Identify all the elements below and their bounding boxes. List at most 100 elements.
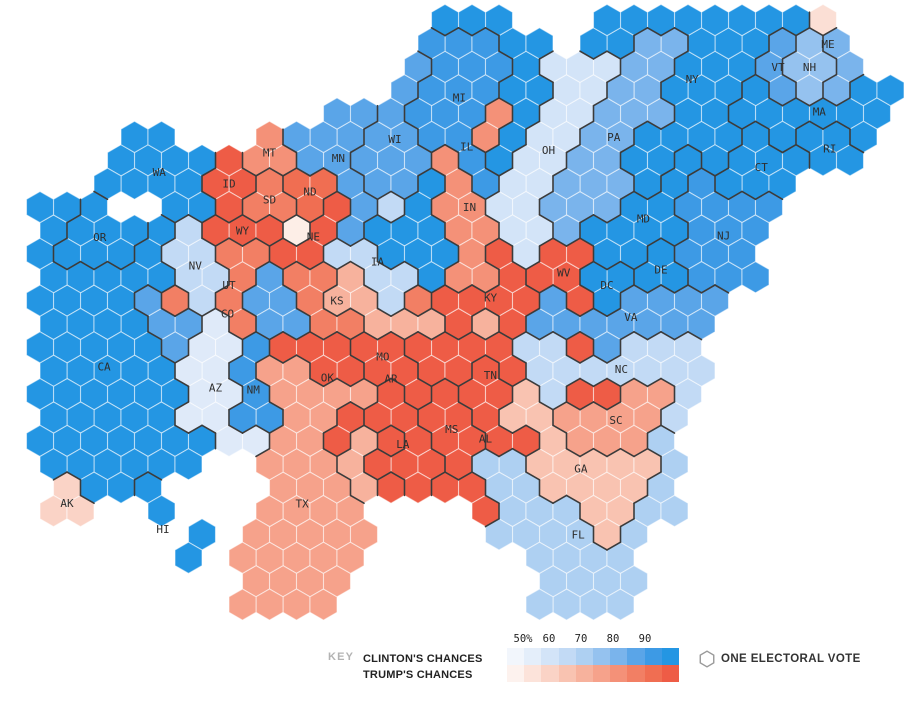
state-border-segment — [147, 471, 163, 481]
state-border-segment — [187, 214, 203, 224]
state-border-segment — [457, 471, 473, 481]
state-AL[interactable] — [430, 354, 541, 528]
state-border-segment — [390, 424, 406, 434]
state-border-segment — [241, 190, 257, 201]
state-border-segment — [579, 237, 595, 247]
state-NY[interactable] — [579, 3, 811, 200]
state-border-segment — [241, 424, 257, 434]
state-border-segment — [484, 447, 500, 458]
state-border-segment — [673, 50, 689, 60]
state-WI[interactable] — [349, 50, 433, 200]
hex-cell[interactable] — [525, 541, 554, 575]
state-border-segment — [322, 447, 338, 458]
state-border-segment — [471, 330, 487, 341]
state-label-AZ: AZ — [209, 382, 223, 395]
state-HI[interactable] — [133, 471, 217, 575]
state-IA[interactable] — [322, 190, 419, 317]
state-border-segment — [295, 260, 311, 271]
hex-cell[interactable] — [147, 120, 176, 154]
hex-cell[interactable] — [525, 588, 554, 621]
hex-cell[interactable] — [228, 588, 257, 621]
state-border-segment — [66, 214, 82, 224]
state-border-segment — [835, 120, 851, 130]
state-MS[interactable] — [417, 377, 487, 481]
state-border-segment — [336, 237, 352, 247]
state-label-MA: MA — [813, 105, 827, 118]
hex-cell[interactable] — [174, 541, 203, 575]
state-border-segment — [133, 237, 149, 247]
state-border-segment — [768, 26, 784, 37]
state-border-segment — [552, 401, 568, 411]
state-label-UT: UT — [222, 279, 236, 292]
state-ME[interactable] — [822, 27, 865, 107]
state-border-segment — [322, 424, 338, 434]
state-border-segment — [201, 167, 217, 177]
hex-cell[interactable] — [25, 331, 55, 364]
hex-cell[interactable] — [174, 448, 203, 481]
state-border-segment — [376, 330, 392, 341]
hex-cell[interactable] — [687, 354, 716, 387]
state-border-segment — [322, 237, 338, 247]
hex-cell[interactable] — [25, 190, 55, 224]
state-border-segment — [457, 26, 473, 37]
trump-scale-cell — [661, 665, 679, 682]
state-label-GA: GA — [574, 463, 588, 476]
state-FL[interactable] — [471, 424, 689, 621]
state-label-RI: RI — [823, 143, 836, 156]
hex-cell[interactable] — [619, 564, 649, 598]
hex-cell[interactable] — [876, 73, 905, 107]
state-border-segment — [741, 73, 757, 84]
state-AR[interactable] — [349, 331, 433, 458]
state-OH[interactable] — [484, 50, 622, 271]
state-border-segment — [430, 190, 446, 201]
state-MN[interactable] — [282, 97, 379, 247]
hex-cell[interactable] — [660, 494, 689, 528]
hex-cell[interactable] — [25, 284, 55, 317]
state-border-segment — [268, 214, 284, 224]
state-ID[interactable] — [201, 144, 257, 224]
state-border-segment — [174, 284, 190, 294]
state-border-segment — [633, 494, 649, 505]
state-KS[interactable] — [282, 260, 433, 341]
state-border-segment — [228, 377, 244, 388]
state-border-segment — [673, 143, 689, 154]
legend-row-labels: CLINTON'S CHANCES TRUMP'S CHANCES — [363, 651, 483, 683]
state-border-segment — [349, 354, 365, 364]
state-border-segment — [295, 354, 311, 364]
state-OR[interactable] — [52, 190, 149, 271]
state-border-segment — [363, 237, 379, 247]
state-TX[interactable] — [228, 354, 379, 621]
state-border-segment — [795, 26, 811, 37]
hex-cell[interactable] — [147, 494, 176, 528]
state-border-segment — [430, 143, 446, 154]
hex-cell[interactable] — [25, 377, 55, 411]
hex-cell[interactable] — [592, 3, 622, 37]
hex-cell[interactable] — [741, 260, 770, 294]
state-SC[interactable] — [552, 377, 676, 458]
state-PA[interactable] — [538, 27, 689, 247]
state-border-segment — [322, 190, 338, 201]
state-AK[interactable] — [39, 471, 95, 528]
state-CO[interactable] — [133, 260, 311, 364]
state-border-segment — [795, 143, 811, 154]
hex-cell[interactable] — [349, 518, 379, 551]
hex-cell[interactable] — [228, 541, 257, 575]
state-NE[interactable] — [268, 190, 352, 271]
state-border-segment — [471, 284, 487, 294]
state-label-MO: MO — [376, 351, 389, 364]
state-border-segment — [417, 424, 433, 434]
state-IN[interactable] — [430, 97, 514, 294]
state-TN[interactable] — [376, 331, 622, 504]
state-border-segment — [376, 471, 392, 481]
state-border-segment — [592, 447, 608, 458]
state-GA[interactable] — [498, 377, 662, 551]
state-border-segment — [282, 190, 298, 201]
state-NJ[interactable] — [673, 167, 784, 294]
state-NH[interactable] — [781, 27, 838, 107]
state-VT[interactable] — [754, 27, 797, 107]
state-label-WA: WA — [153, 166, 167, 179]
state-RI[interactable] — [795, 120, 865, 177]
state-border-segment — [525, 471, 541, 481]
state-border-segment — [349, 260, 365, 271]
state-border-segment — [282, 284, 298, 294]
